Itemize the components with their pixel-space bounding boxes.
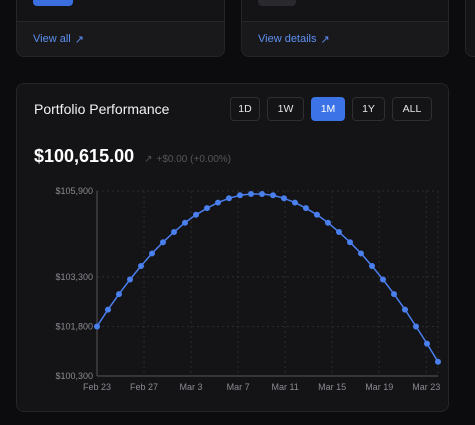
portfolio-value: $100,615.00 bbox=[34, 146, 135, 166]
view-details-link[interactable]: View details ↗ bbox=[258, 33, 330, 46]
data-point[interactable] bbox=[226, 195, 232, 202]
x-tick-label: Mar 19 bbox=[365, 382, 393, 392]
data-point[interactable] bbox=[347, 239, 353, 246]
data-point[interactable] bbox=[358, 250, 364, 257]
series-line bbox=[96, 193, 439, 363]
y-tick-label: $100,300 bbox=[55, 371, 93, 381]
x-tick-label: Mar 23 bbox=[412, 382, 440, 392]
data-point[interactable] bbox=[149, 250, 155, 257]
data-point[interactable] bbox=[204, 205, 210, 212]
card-footer: View details ↗ bbox=[242, 21, 448, 56]
card-secondary-button[interactable] bbox=[258, 0, 296, 6]
data-point[interactable] bbox=[94, 323, 100, 330]
data-point[interactable] bbox=[270, 192, 276, 199]
data-point[interactable] bbox=[336, 228, 342, 235]
y-tick-label: $101,800 bbox=[55, 321, 93, 331]
x-tick-label: Feb 23 bbox=[83, 382, 111, 392]
data-point[interactable] bbox=[105, 306, 111, 313]
portfolio-performance-card: Portfolio Performance 1D 1W 1M 1Y ALL $1… bbox=[16, 83, 449, 412]
x-tick-label: Mar 11 bbox=[271, 382, 298, 392]
data-point[interactable] bbox=[160, 239, 166, 246]
arrow-up-right-icon: ↗ bbox=[144, 154, 153, 165]
view-all-link[interactable]: View all ↗ bbox=[33, 33, 84, 46]
data-point[interactable] bbox=[292, 199, 298, 206]
portfolio-value-row: $100,615.00 ↗ +$0.00 (+0.00%) bbox=[34, 146, 231, 167]
x-tick-label: Mar 15 bbox=[318, 382, 346, 392]
x-tick-label: Mar 7 bbox=[227, 382, 250, 392]
data-point[interactable] bbox=[138, 262, 144, 269]
data-point[interactable] bbox=[116, 291, 122, 298]
data-point[interactable] bbox=[424, 340, 430, 347]
arrow-up-right-icon: ↗ bbox=[320, 33, 330, 46]
x-tick-label: Mar 3 bbox=[180, 382, 203, 392]
range-tab-1w[interactable]: 1W bbox=[267, 97, 304, 121]
x-tick-label: Feb 27 bbox=[130, 382, 158, 392]
range-tab-1m[interactable]: 1M bbox=[311, 97, 345, 121]
summary-card: View details ↗ bbox=[241, 0, 449, 57]
data-point[interactable] bbox=[182, 219, 188, 226]
holdings-card: View all ↗ bbox=[16, 0, 225, 57]
performance-line-chart: $100,300 $101,800 $103,300 $105,900 Feb 23 Fe… bbox=[55, 186, 441, 392]
data-point[interactable] bbox=[314, 211, 320, 218]
card-footer: View all ↗ bbox=[17, 21, 224, 56]
data-point[interactable] bbox=[259, 190, 265, 197]
data-point[interactable] bbox=[402, 306, 408, 313]
data-point[interactable] bbox=[435, 358, 441, 365]
card-title: Portfolio Performance bbox=[34, 101, 170, 117]
time-range-tabs: 1D 1W 1M 1Y ALL bbox=[230, 97, 432, 121]
data-point[interactable] bbox=[248, 190, 254, 197]
range-tab-1y[interactable]: 1Y bbox=[352, 97, 385, 121]
data-point[interactable] bbox=[127, 276, 133, 283]
card-action-button[interactable] bbox=[33, 0, 73, 6]
change-text: +$0.00 (+0.00%) bbox=[156, 154, 232, 165]
data-point[interactable] bbox=[391, 291, 397, 298]
data-point[interactable] bbox=[303, 205, 309, 212]
data-point[interactable] bbox=[193, 211, 199, 218]
arrow-up-right-icon: ↗ bbox=[74, 33, 84, 46]
data-point[interactable] bbox=[237, 192, 243, 199]
data-point[interactable] bbox=[380, 276, 386, 283]
data-point[interactable] bbox=[171, 228, 177, 235]
range-tab-1d[interactable]: 1D bbox=[230, 97, 260, 121]
value-change: ↗ +$0.00 (+0.00%) bbox=[144, 154, 231, 165]
data-point[interactable] bbox=[413, 323, 419, 330]
data-point[interactable] bbox=[369, 262, 375, 269]
data-point[interactable] bbox=[215, 199, 221, 206]
y-tick-label: $105,900 bbox=[55, 186, 93, 196]
offscreen-card bbox=[465, 0, 475, 57]
data-point[interactable] bbox=[281, 195, 287, 202]
y-tick-label: $103,300 bbox=[55, 272, 93, 282]
range-tab-all[interactable]: ALL bbox=[392, 97, 432, 121]
data-point[interactable] bbox=[325, 219, 331, 226]
